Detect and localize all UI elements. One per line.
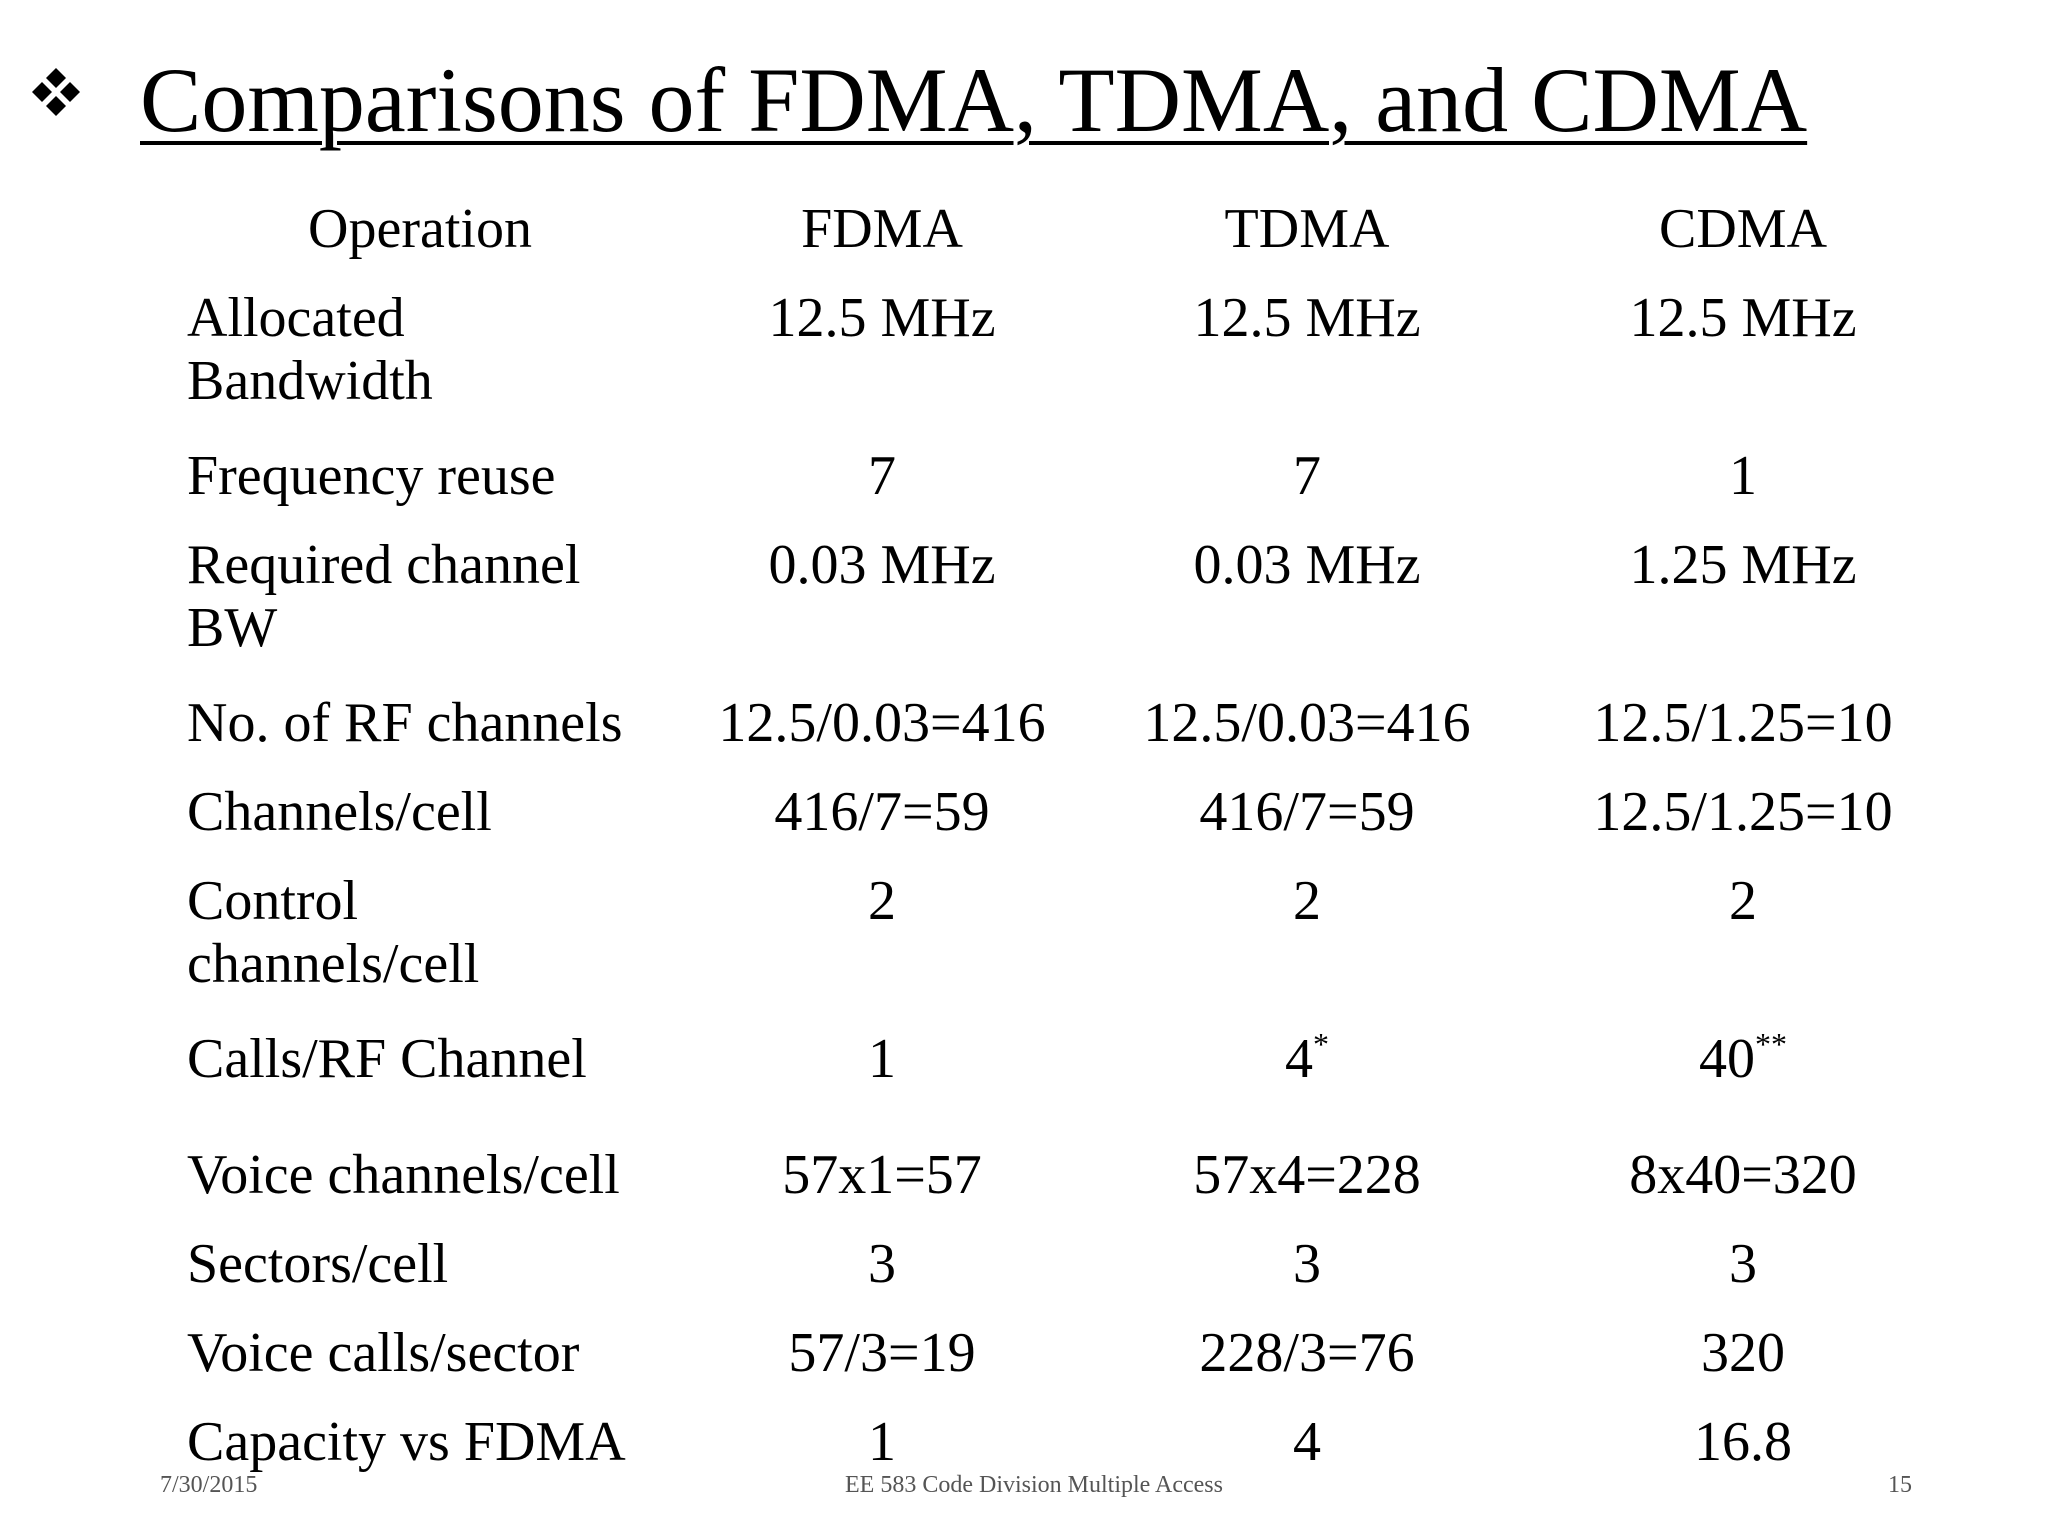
cell-tdma: 416/7=59 bbox=[1199, 781, 1415, 843]
header-tdma: TDMA bbox=[1224, 198, 1390, 260]
row-label-calls-per-rf-channel: Calls/RF Channel bbox=[187, 1028, 587, 1091]
row-label-line: BW bbox=[187, 597, 278, 659]
cell-tdma: 57x4=228 bbox=[1193, 1144, 1421, 1206]
row-label-line: Control bbox=[187, 870, 359, 932]
cell-cdma: 12.5/1.25=10 bbox=[1593, 692, 1893, 754]
cell-fdma: 12.5 MHz bbox=[768, 287, 996, 349]
cell-fdma: 12.5/0.03=416 bbox=[718, 692, 1046, 754]
row-label-line: Allocated bbox=[187, 287, 405, 349]
footer-course: EE 583 Code Division Multiple Access bbox=[845, 1472, 1223, 1498]
cell-fdma: 57/3=19 bbox=[788, 1322, 976, 1384]
cell-fdma: 0.03 MHz bbox=[768, 534, 996, 596]
cell-fdma: 2 bbox=[868, 870, 896, 932]
header-fdma: FDMA bbox=[801, 198, 963, 260]
footer-date: 7/30/2015 bbox=[160, 1472, 258, 1498]
row-label-capacity-vs-fdma: Capacity vs FDMA bbox=[187, 1411, 626, 1474]
cell-value: 40 bbox=[1699, 1028, 1755, 1090]
row-label-line: Voice calls/sector bbox=[187, 1322, 580, 1384]
row-label-line: Bandwidth bbox=[187, 350, 433, 412]
row-label-line: Channels/cell bbox=[187, 781, 492, 843]
cell-cdma: 12.5/1.25=10 bbox=[1593, 781, 1893, 843]
slide-title: Comparisons of FDMA, TDMA, and CDMA bbox=[140, 49, 1808, 151]
row-label-rf-channels: No. of RF channels bbox=[187, 692, 623, 755]
cell-tdma: 7 bbox=[1293, 445, 1321, 507]
row-label-control-channels: Control channels/cell bbox=[187, 870, 479, 996]
cell-tdma: 4* bbox=[1285, 1028, 1329, 1091]
cell-tdma: 2 bbox=[1293, 870, 1321, 932]
cell-fdma: 7 bbox=[868, 445, 896, 507]
cell-cdma: 1 bbox=[1729, 445, 1757, 507]
row-label-line: channels/cell bbox=[187, 933, 480, 995]
cell-value: 4 bbox=[1285, 1028, 1313, 1090]
row-label-line: Capacity vs FDMA bbox=[187, 1411, 626, 1473]
cell-cdma: 1.25 MHz bbox=[1629, 534, 1857, 596]
cell-cdma: 16.8 bbox=[1694, 1411, 1792, 1473]
cell-fdma: 57x1=57 bbox=[782, 1144, 982, 1206]
cell-fdma: 416/7=59 bbox=[774, 781, 990, 843]
cell-tdma: 3 bbox=[1293, 1233, 1321, 1295]
row-label-voice-channels: Voice channels/cell bbox=[187, 1144, 620, 1207]
row-label-line: Voice channels/cell bbox=[187, 1144, 620, 1206]
row-label-line: Required channel bbox=[187, 534, 581, 596]
row-label-line: Frequency reuse bbox=[187, 445, 556, 507]
cell-cdma: 12.5 MHz bbox=[1629, 287, 1857, 349]
cell-cdma: 3 bbox=[1729, 1233, 1757, 1295]
cell-cdma: 40** bbox=[1699, 1028, 1787, 1091]
footnote-marker: * bbox=[1313, 1026, 1329, 1062]
footnote-marker: ** bbox=[1755, 1026, 1787, 1062]
row-label-allocated-bandwidth: Allocated Bandwidth bbox=[187, 287, 433, 413]
row-label-line: Calls/RF Channel bbox=[187, 1028, 587, 1090]
row-label-line: No. of RF channels bbox=[187, 692, 623, 754]
row-label-channels-per-cell: Channels/cell bbox=[187, 781, 492, 844]
cell-fdma: 1 bbox=[868, 1411, 896, 1473]
header-cdma: CDMA bbox=[1658, 198, 1828, 260]
row-label-frequency-reuse: Frequency reuse bbox=[187, 445, 556, 508]
four-diamond-bullet-icon bbox=[32, 68, 80, 116]
cell-fdma: 3 bbox=[868, 1233, 896, 1295]
row-label-sectors-per-cell: Sectors/cell bbox=[187, 1233, 448, 1296]
cell-tdma: 0.03 MHz bbox=[1193, 534, 1421, 596]
row-label-required-channel-bw: Required channel BW bbox=[187, 534, 580, 660]
cell-fdma: 1 bbox=[868, 1028, 896, 1090]
cell-cdma: 2 bbox=[1729, 870, 1757, 932]
cell-tdma: 12.5/0.03=416 bbox=[1143, 692, 1471, 754]
row-label-voice-calls-per-sector: Voice calls/sector bbox=[187, 1322, 579, 1385]
cell-cdma: 320 bbox=[1701, 1322, 1785, 1384]
cell-cdma: 8x40=320 bbox=[1629, 1144, 1857, 1206]
header-operation: Operation bbox=[308, 198, 532, 260]
cell-tdma: 4 bbox=[1293, 1411, 1321, 1473]
cell-tdma: 12.5 MHz bbox=[1193, 287, 1421, 349]
footer-page-number: 15 bbox=[1888, 1472, 1912, 1498]
row-label-line: Sectors/cell bbox=[187, 1233, 449, 1295]
cell-tdma: 228/3=76 bbox=[1199, 1322, 1415, 1384]
